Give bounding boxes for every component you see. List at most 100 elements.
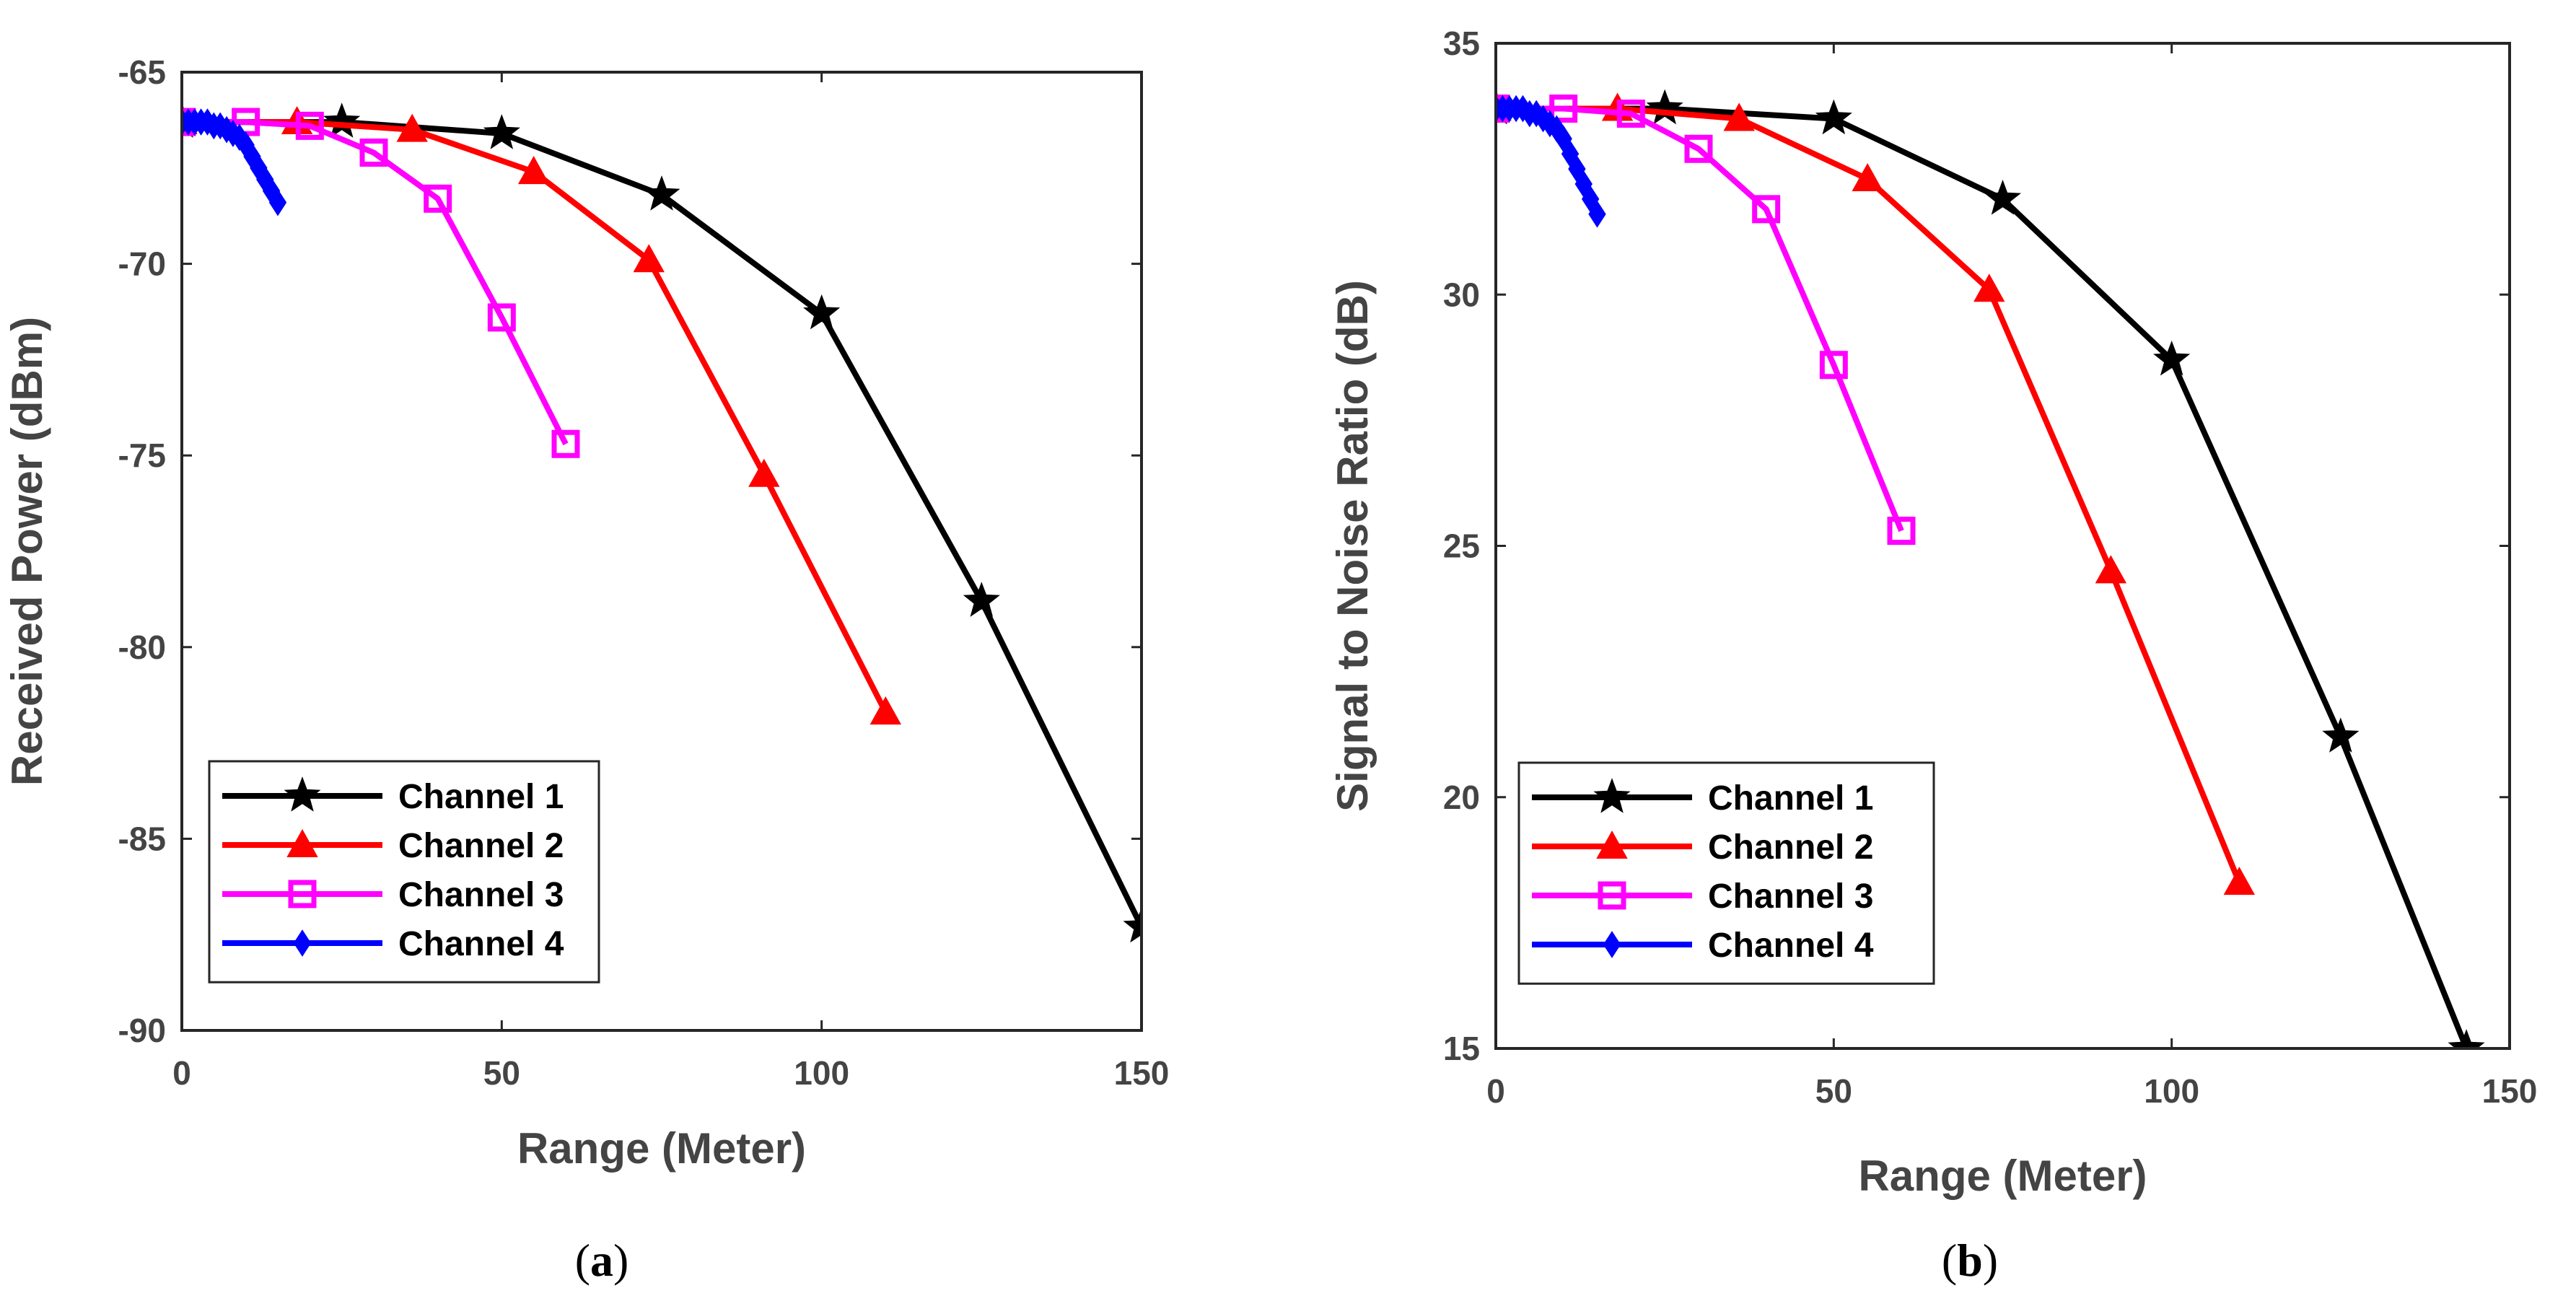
x-tick-label: 50 — [1815, 1072, 1852, 1110]
series-3 — [182, 108, 580, 458]
legend-marker — [1598, 881, 1626, 910]
data-point — [487, 303, 516, 332]
data-point — [1852, 162, 1883, 192]
chart-panel-b: 0 50 100 150 15 20 25 30 35 Range (Meter) Signal t… — [1328, 25, 2537, 1286]
axes-frame — [180, 71, 1143, 1032]
y-tick-label: -85 — [118, 820, 166, 857]
panel-label: (a) — [575, 1235, 629, 1286]
data-point — [295, 111, 324, 140]
plot-series-group — [1496, 89, 2485, 1048]
x-tick-label: 150 — [2482, 1072, 2538, 1110]
legend-item: Channel 1 — [1532, 778, 1873, 818]
y-axis-label: Received Power (dBm) — [3, 317, 51, 786]
data-point — [803, 294, 841, 330]
legend: Channel 1 Channel 2 Channel 3 Channel 4 — [1517, 761, 1935, 985]
x-tick-label: 150 — [1114, 1054, 1170, 1092]
axes-frame — [1494, 42, 2511, 1050]
legend-item: Channel 1 — [222, 776, 564, 816]
data-point — [1815, 99, 1852, 135]
y-tick-label: -90 — [118, 1012, 166, 1049]
legend-marker — [284, 776, 321, 812]
legend-item: Channel 4 — [1532, 927, 1874, 965]
panel-label-open: ( — [1942, 1235, 1957, 1286]
legend-label: Channel 1 — [1708, 779, 1873, 818]
legend-label: Channel 3 — [398, 876, 564, 914]
x-tick-label: 0 — [1486, 1072, 1505, 1110]
legend-marker — [1596, 830, 1628, 859]
legend-label: Channel 4 — [1708, 927, 1874, 965]
legend-label: Channel 2 — [398, 827, 564, 865]
data-point — [2153, 340, 2191, 376]
chart-panel-a: 0 50 100 150 -90 -85 -80 -75 -70 -65 Range (Meter)… — [3, 53, 1169, 1286]
panel-label-letter: a — [590, 1235, 613, 1286]
y-axis-label: Signal to Noise Ratio (dB) — [1328, 280, 1377, 812]
legend-item: Channel 2 — [1532, 828, 1873, 867]
x-tick-label: 100 — [794, 1054, 849, 1092]
series-4 — [1496, 95, 1606, 228]
legend-item: Channel 4 — [222, 925, 564, 963]
x-tick-label: 50 — [483, 1054, 520, 1092]
y-tick-label: 30 — [1443, 276, 1480, 313]
data-point — [963, 582, 1000, 617]
data-point — [1616, 100, 1645, 128]
legend-item: Channel 3 — [222, 876, 564, 914]
series-line — [1496, 105, 1904, 533]
legend-marker — [1593, 778, 1631, 813]
y-tick-label: 25 — [1443, 527, 1480, 565]
x-tick-label: 100 — [2144, 1072, 2199, 1110]
legend-label: Channel 2 — [1708, 828, 1873, 867]
y-tick-label: -80 — [118, 628, 166, 666]
x-axis-label: Range (Meter) — [1858, 1152, 2147, 1200]
panel-label-open: ( — [575, 1235, 590, 1286]
data-point — [424, 184, 452, 213]
data-point — [869, 696, 902, 725]
legend-item: Channel 2 — [222, 827, 564, 865]
y-tick-label: -75 — [118, 437, 166, 474]
legend: Channel 1 Channel 2 Channel 3 Channel 4 — [208, 760, 600, 984]
data-point — [1684, 134, 1713, 163]
y-tick-label: 35 — [1443, 25, 1480, 62]
data-point — [396, 113, 428, 142]
legend-marker — [288, 880, 317, 908]
data-point — [483, 114, 520, 149]
data-point — [1549, 95, 1578, 123]
data-point — [1973, 273, 2005, 302]
panel-label-close: ) — [1983, 1235, 1998, 1286]
series-line — [182, 119, 569, 446]
plot-series-group — [182, 102, 1142, 943]
data-point — [268, 188, 287, 216]
legend-label: Channel 1 — [398, 778, 564, 816]
data-point — [2322, 717, 2360, 753]
panel-label: (b) — [1942, 1235, 1998, 1286]
legend-marker — [286, 828, 318, 857]
data-point — [748, 458, 780, 487]
data-point — [2448, 1029, 2485, 1048]
data-point — [1819, 351, 1848, 380]
data-point — [1984, 180, 2022, 215]
legend-item: Channel 3 — [1532, 877, 1873, 916]
y-tick-label: 20 — [1443, 779, 1480, 816]
data-point — [2095, 555, 2127, 584]
legend-label: Channel 4 — [398, 925, 564, 963]
legend-marker — [1603, 931, 1621, 958]
data-point — [359, 139, 388, 167]
data-point — [2223, 867, 2256, 895]
data-point — [1588, 200, 1606, 228]
x-axis-label: Range (Meter) — [517, 1124, 806, 1173]
data-point — [323, 102, 361, 138]
y-tick-label: -65 — [118, 53, 166, 91]
legend-label: Channel 3 — [1708, 877, 1873, 916]
x-tick-label: 0 — [172, 1054, 191, 1092]
data-point — [551, 429, 580, 458]
y-tick-label: 15 — [1443, 1030, 1480, 1067]
y-tick-label: -70 — [118, 245, 166, 283]
data-point — [1887, 517, 1916, 546]
data-point — [1752, 195, 1781, 224]
panel-label-letter: b — [1957, 1235, 1983, 1286]
panel-label-close: ) — [613, 1235, 628, 1286]
legend-marker — [293, 929, 312, 957]
data-point — [1646, 89, 1683, 125]
data-point — [643, 175, 680, 211]
data-point — [1123, 907, 1142, 943]
